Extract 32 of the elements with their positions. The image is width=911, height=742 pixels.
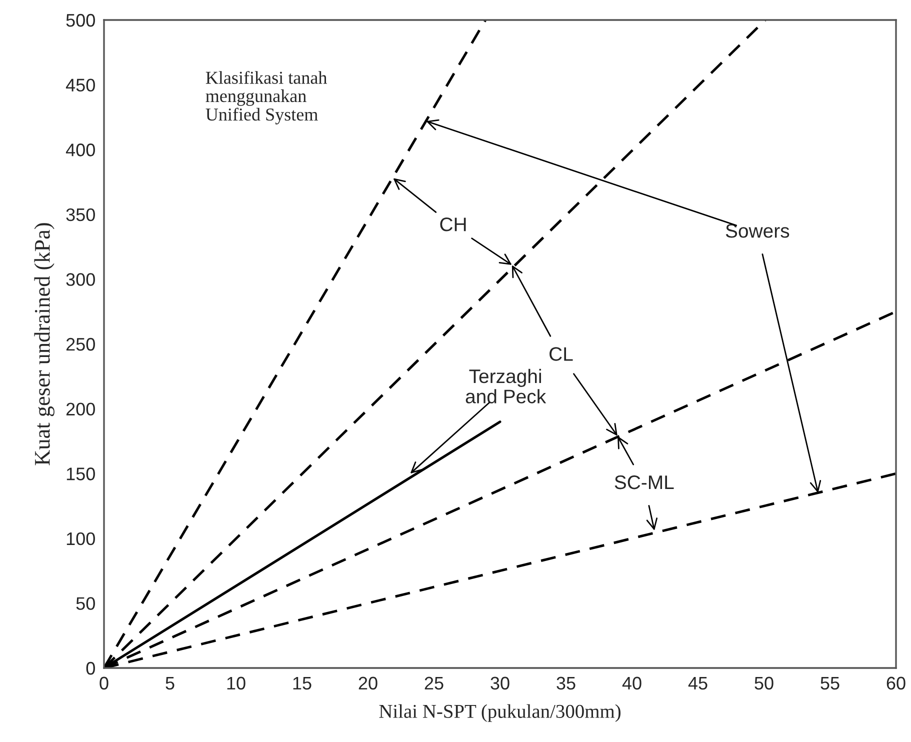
x-axis-title: Nilai N-SPT (pukulan/300mm) (379, 704, 620, 722)
y-axis-title: Kuat geser undrained (kPa) (34, 223, 54, 466)
annotation: Sowers (726, 224, 790, 238)
x-tick-label: 40 (622, 676, 642, 690)
y-tick-label: 350 (66, 208, 95, 222)
x-tick-label: 35 (556, 676, 576, 690)
annotation: Terzaghi and Peck (466, 368, 546, 404)
x-tick-label: 30 (490, 676, 510, 690)
x-tick-label: 50 (754, 676, 774, 690)
y-tick-label: 50 (76, 597, 95, 610)
y-tick-label: 500 (66, 14, 95, 27)
y-tick-label: 400 (66, 144, 95, 156)
annotation: CL (550, 347, 573, 361)
y-tick-label: 100 (66, 532, 95, 546)
y-tick-label: 250 (66, 338, 95, 351)
x-tick-label: 5 (166, 676, 174, 690)
x-tick-label: 55 (820, 676, 840, 690)
x-tick-label: 25 (424, 676, 444, 690)
x-tick-label: 45 (688, 676, 708, 690)
y-tick-label: 450 (66, 78, 95, 92)
y-tick-label: 0 (86, 662, 95, 675)
annotation: Klasifikasi tanah menggunakan Unified System (206, 70, 327, 124)
x-tick-label: 0 (100, 676, 108, 690)
x-tick-label: 10 (227, 676, 246, 690)
x-tick-label: 60 (886, 676, 906, 690)
x-tick-label: 15 (293, 676, 312, 690)
y-tick-label: 200 (66, 402, 95, 416)
annotation: SC-ML (614, 475, 674, 490)
annotation: CH (440, 218, 466, 232)
y-tick-label: 300 (66, 273, 95, 286)
y-tick-label: 150 (66, 468, 95, 480)
x-tick-label: 20 (358, 676, 378, 690)
